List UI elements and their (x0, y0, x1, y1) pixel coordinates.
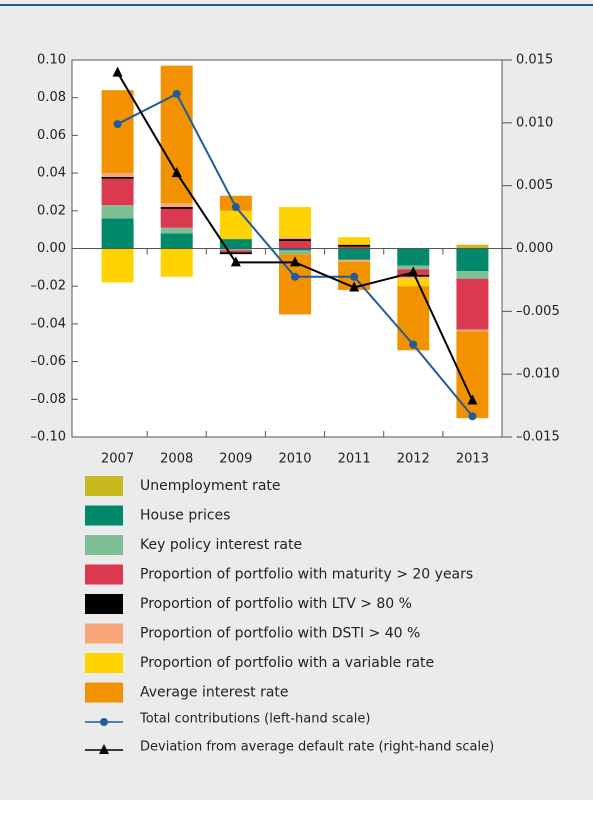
legend-label: Proportion of portfolio with DSTI > 40 % (140, 626, 420, 642)
x-tick-label: 2010 (278, 452, 311, 467)
bar (456, 244, 489, 249)
bar (160, 233, 193, 249)
bar (219, 252, 252, 255)
legend-swatch (85, 505, 123, 526)
bar (101, 178, 134, 206)
legend-label: Total contributions (left-hand scale) (139, 712, 370, 727)
bar (219, 250, 252, 253)
y2-tick-label: –0.010 (516, 367, 560, 382)
bar (397, 278, 430, 287)
legend-swatch (85, 623, 123, 644)
x-tick-label: 2008 (160, 452, 193, 467)
y-tick-label: –0.06 (31, 354, 66, 369)
bar (160, 248, 193, 277)
y2-tick-label: 0.005 (516, 178, 553, 193)
legend-label: Deviation from average default rate (rig… (140, 740, 494, 755)
y-tick-label: 0.04 (37, 166, 66, 181)
bar (219, 239, 252, 249)
marker (230, 256, 241, 267)
legend-swatch (85, 535, 123, 555)
bar (101, 248, 134, 283)
y2-tick-label: 0.010 (516, 115, 553, 130)
legend-marker (99, 744, 109, 754)
bar (279, 237, 311, 240)
bar (338, 246, 371, 249)
bar (219, 248, 252, 251)
legend-marker (100, 718, 108, 726)
marker (112, 66, 123, 77)
bar (160, 65, 193, 204)
marker (171, 167, 182, 178)
marker (350, 272, 359, 281)
marker (409, 340, 418, 349)
bar (101, 173, 134, 177)
legend-label: Average interest rate (140, 685, 289, 701)
marker (231, 203, 240, 212)
legend-swatch (85, 594, 123, 614)
bar (338, 244, 371, 247)
legend-label: Unemployment rate (140, 478, 281, 494)
legend-swatch (85, 564, 123, 585)
y-tick-label: 0.08 (37, 90, 66, 105)
y2-tick-label: 0.000 (516, 241, 553, 256)
bar (338, 248, 371, 260)
y-tick-label: –0.02 (31, 279, 66, 294)
marker (349, 281, 360, 292)
x-tick-label: 2012 (397, 452, 430, 467)
marker (467, 394, 478, 405)
top-rule (0, 4, 593, 6)
legend-label: Proportion of portfolio with LTV > 80 % (140, 596, 412, 612)
bar (279, 250, 311, 255)
marker (113, 120, 122, 129)
legend-label: Proportion of portfolio with a variable … (140, 655, 434, 671)
bar (160, 207, 193, 209)
x-tick-label: 2009 (219, 452, 252, 467)
bar (279, 239, 311, 241)
bar (279, 240, 311, 249)
bar (338, 259, 371, 262)
y-tick-label: –0.08 (31, 392, 66, 407)
bar (101, 218, 134, 249)
legend-swatch (85, 653, 123, 673)
y2-tick-label: 0.015 (516, 53, 553, 68)
bar (456, 271, 489, 279)
bar (456, 248, 489, 272)
y-tick-label: 0.10 (37, 53, 66, 68)
legend-label: Key policy interest rate (140, 537, 302, 553)
bar (279, 248, 311, 251)
bar (160, 227, 193, 234)
bar (160, 203, 193, 208)
marker (468, 412, 477, 421)
bar (279, 207, 311, 238)
bar (219, 210, 252, 240)
marker (291, 272, 299, 281)
legend-swatch (85, 476, 123, 496)
y-tick-label: 0.06 (37, 128, 66, 143)
legend-swatch (85, 682, 123, 703)
y2-tick-label: –0.005 (516, 304, 560, 319)
bar (456, 278, 489, 330)
y2-tick-label: –0.015 (516, 430, 560, 445)
bar (338, 237, 371, 245)
bar (456, 329, 489, 332)
y-tick-label: 0.00 (37, 241, 66, 256)
x-tick-label: 2007 (101, 452, 134, 467)
bar (101, 90, 134, 174)
y-tick-label: –0.04 (31, 316, 66, 331)
bar (160, 208, 193, 228)
legend-label: House prices (140, 508, 230, 524)
x-tick-label: 2013 (456, 452, 489, 467)
marker (408, 266, 419, 277)
bar (101, 176, 134, 179)
marker (290, 256, 300, 267)
bar (397, 248, 430, 266)
x-tick-label: 2011 (338, 452, 371, 467)
bar (397, 276, 430, 279)
y-tick-label: –0.10 (31, 430, 66, 445)
bar (101, 205, 134, 219)
legend-label: Proportion of portfolio with maturity > … (140, 567, 473, 583)
y-tick-label: 0.02 (37, 203, 66, 218)
marker (172, 89, 181, 98)
